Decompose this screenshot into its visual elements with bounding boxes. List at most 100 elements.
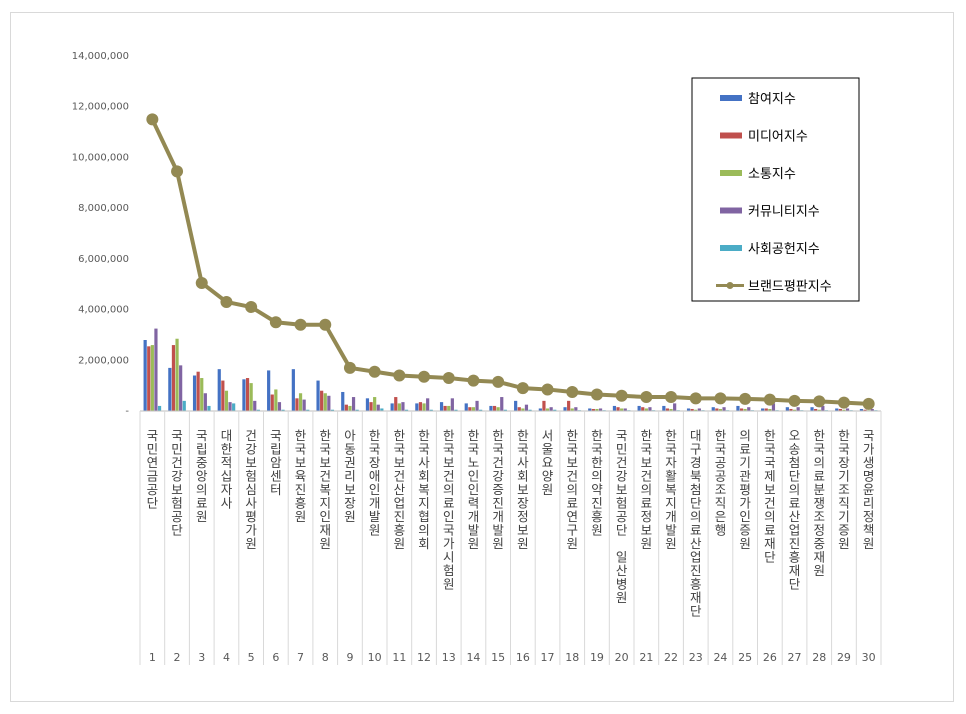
x-tick-char: 진	[789, 536, 801, 551]
x-tick-char: 민	[147, 442, 159, 457]
x-rank-label: 17	[541, 651, 555, 664]
bar-참여지수-2	[168, 367, 172, 411]
bar-미디어지수-18	[567, 400, 571, 411]
bar-미디어지수-22	[665, 408, 670, 411]
bar-커뮤니티지수-25	[747, 407, 751, 411]
x-tick-char: 십	[221, 469, 233, 484]
x-tick-char: 단	[789, 469, 801, 484]
point-브랜드평판지수-11	[393, 369, 406, 382]
x-tick-char: 민	[171, 442, 183, 457]
x-tick-char: 단	[690, 604, 702, 619]
x-tick-char: 한	[517, 428, 529, 443]
bar-참여지수-20	[612, 405, 617, 411]
x-tick-char: 장	[517, 496, 529, 511]
x-tick-char: 시	[443, 550, 455, 565]
x-tick-char: 평	[739, 482, 751, 497]
x-tick-char: 단	[690, 496, 702, 511]
x-rank-label: 13	[442, 651, 456, 664]
x-rank-label: 28	[812, 651, 826, 664]
x-tick-char: 보	[295, 455, 307, 470]
point-브랜드평판지수-3	[195, 276, 208, 289]
x-tick-char: 인	[443, 509, 455, 524]
bar-사회공헌지수-1	[157, 405, 162, 411]
x-tick-char: 의	[566, 482, 578, 497]
x-tick-char: 오	[789, 428, 801, 443]
x-tick-char: 한	[492, 428, 504, 443]
x-tick-char: 의	[739, 428, 751, 443]
x-tick-char: 회	[418, 536, 430, 551]
x-tick-char: 국	[492, 442, 504, 457]
x-tick-char: 건	[616, 455, 628, 470]
bar-소통지수-10	[373, 397, 377, 411]
x-tick-char: 구	[690, 442, 702, 457]
x-tick-char: 금	[147, 469, 159, 484]
x-tick-char: 보	[641, 523, 653, 538]
bar-참여지수-8	[316, 380, 320, 411]
x-tick-char: 서	[542, 428, 554, 443]
legend-swatch-미디어지수	[720, 132, 742, 139]
x-tick-char: 명	[863, 469, 875, 484]
x-tick-char: 원	[319, 536, 331, 551]
bar-커뮤니티지수-7	[302, 399, 306, 411]
bar-미디어지수-28	[814, 408, 818, 411]
bar-커뮤니티지수-20	[623, 408, 627, 411]
bar-미디어지수-13	[443, 405, 447, 411]
bar-소통지수-29	[842, 409, 846, 411]
x-tick-char: 국	[270, 428, 282, 443]
legend-label: 참여지수	[748, 92, 796, 107]
x-tick-char: 의	[789, 482, 801, 497]
point-브랜드평판지수-17	[541, 383, 554, 396]
x-tick-char: 리	[863, 496, 875, 511]
x-tick-char: 북	[690, 469, 702, 484]
point-브랜드평판지수-19	[590, 388, 603, 401]
bar-소통지수-13	[447, 405, 451, 411]
bar-사회공헌지수-7	[306, 409, 310, 411]
point-브랜드평판지수-29	[837, 396, 850, 409]
x-tick-char: 조	[838, 482, 850, 497]
x-tick-char: 쟁	[813, 496, 825, 511]
x-tick-char: 국	[468, 442, 480, 457]
point-브랜드평판지수-22	[665, 391, 678, 404]
x-tick-char: 국	[517, 442, 529, 457]
point-브랜드평판지수-7	[294, 318, 307, 331]
x-tick-char: 사	[245, 496, 257, 511]
x-tick-char: 한	[591, 428, 603, 443]
x-tick-char: 국	[443, 442, 455, 457]
bar-사회공헌지수-5	[256, 409, 260, 411]
point-브랜드평판지수-5	[245, 301, 258, 314]
point-브랜드평판지수-20	[615, 389, 628, 402]
bar-미디어지수-27	[789, 408, 793, 411]
x-tick-char: 험	[443, 563, 455, 578]
x-tick-char: 증	[492, 482, 504, 497]
x-tick-char: 분	[813, 482, 825, 497]
x-tick-char: 국	[764, 442, 776, 457]
bar-미디어지수-12	[418, 402, 423, 411]
x-tick-char: 기	[838, 469, 850, 484]
x-tick-char: 행	[715, 523, 727, 538]
point-브랜드평판지수-18	[566, 385, 579, 398]
bar-커뮤니티지수-24	[722, 407, 726, 411]
point-브랜드평판지수-10	[368, 365, 381, 378]
bar-미디어지수-20	[616, 407, 620, 411]
point-브랜드평판지수-16	[516, 382, 529, 395]
x-tick-char: 원	[641, 536, 653, 551]
x-tick-char: 국	[616, 428, 628, 443]
x-tick-char: 발	[665, 523, 677, 538]
x-rank-label: 30	[862, 651, 876, 664]
x-tick-char: 의	[813, 455, 825, 470]
x-tick-char: 재	[319, 523, 331, 538]
bar-참여지수-9	[341, 391, 345, 411]
x-tick-char: 원	[344, 509, 356, 524]
bar-미디어지수-7	[295, 398, 299, 411]
x-tick-char: 국	[418, 442, 430, 457]
point-브랜드평판지수-2	[171, 165, 184, 178]
x-tick-char: 한	[715, 428, 727, 443]
bar-참여지수-25	[736, 405, 740, 411]
bar-미디어지수-3	[196, 371, 200, 411]
x-rank-label: 1	[149, 651, 156, 664]
